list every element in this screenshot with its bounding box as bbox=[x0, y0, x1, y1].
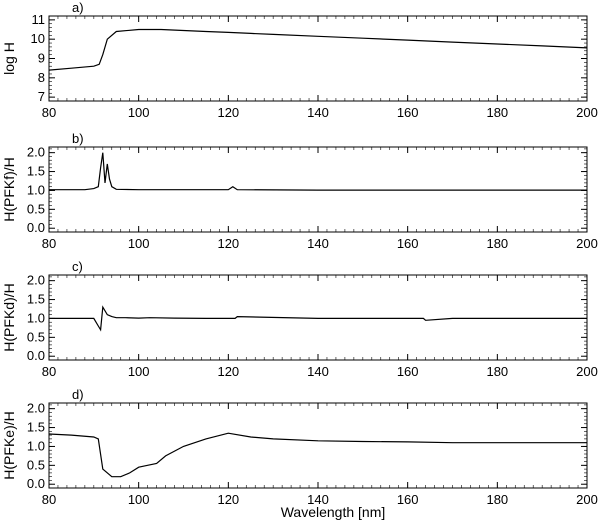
y-tick-label: 0.0 bbox=[27, 476, 45, 491]
y-tick-label: 7 bbox=[38, 89, 45, 104]
y-tick-label: 0.5 bbox=[27, 329, 45, 344]
series-line bbox=[49, 305, 587, 332]
y-axis-label: H(PFKe)/H bbox=[1, 411, 17, 479]
y-axis-label: H(PFKd)/H bbox=[1, 283, 17, 351]
x-tick-label: 140 bbox=[307, 364, 329, 379]
y-tick-label: 1.0 bbox=[27, 438, 45, 453]
x-tick-label: 100 bbox=[128, 236, 150, 251]
x-tick-label: 180 bbox=[486, 492, 508, 507]
y-tick-label: 0.0 bbox=[27, 220, 45, 235]
y-tick-label: 11 bbox=[32, 12, 46, 27]
x-tick-label: 100 bbox=[128, 492, 150, 507]
y-tick-label: 1.5 bbox=[27, 420, 45, 435]
x-tick-label: 120 bbox=[217, 105, 239, 120]
panel-letter: a) bbox=[72, 0, 84, 15]
y-tick-label: 0.5 bbox=[27, 201, 45, 216]
x-tick-label: 180 bbox=[486, 105, 508, 120]
series-line bbox=[49, 152, 587, 191]
series-line bbox=[48, 28, 588, 71]
x-tick-label: 160 bbox=[397, 364, 419, 379]
x-tick-label: 100 bbox=[128, 364, 150, 379]
panel-letter: b) bbox=[72, 131, 84, 146]
panel-3: 80 100 120 140 160 180 200 0.0 0.5 1.0 1.5 2.0 c) H(P… bbox=[1, 259, 598, 379]
x-tick-label: 120 bbox=[217, 364, 239, 379]
y-tick-label: 1.0 bbox=[27, 310, 45, 325]
y-tick-label: 2.0 bbox=[27, 273, 45, 288]
y-tick-label: 10 bbox=[31, 31, 45, 46]
plot-frame bbox=[48, 402, 588, 489]
x-axis-label: Wavelength [nm] bbox=[281, 504, 386, 520]
x-tick-label: 120 bbox=[217, 492, 239, 507]
x-tick-label: 160 bbox=[397, 105, 419, 120]
x-tick-label: 80 bbox=[42, 492, 56, 507]
x-tick-label: 140 bbox=[307, 492, 329, 507]
y-tick-label: 1.5 bbox=[27, 164, 45, 179]
panel-4: 80 100 120 140 160 180 200 0.0 0.5 1.0 1.5 2.0 d) H(P… bbox=[1, 387, 598, 507]
panel-letter: d) bbox=[72, 387, 84, 402]
panel-letter: c) bbox=[72, 259, 83, 274]
x-tick-label: 200 bbox=[576, 236, 598, 251]
y-tick-label: 9 bbox=[38, 51, 45, 66]
x-tick-label: 80 bbox=[42, 236, 56, 251]
panel-1: 80 100 120 140 160 180 200 7 8 9 10 11 a) log H bbox=[1, 0, 598, 120]
x-tick-label: 160 bbox=[397, 236, 419, 251]
y-tick-label: 1.5 bbox=[27, 292, 45, 307]
y-tick-label: 0.0 bbox=[27, 348, 45, 363]
panel-2: 80 100 120 140 160 180 200 0.0 0.5 1.0 1.5 2.0 b) H(P… bbox=[1, 131, 598, 251]
panels-group: 80 100 120 140 160 180 200 7 8 9 10 11 a) log H 80 100 1… bbox=[1, 0, 598, 507]
x-tick-label: 80 bbox=[42, 105, 56, 120]
x-tick-label: 140 bbox=[307, 105, 329, 120]
y-tick-label: 0.5 bbox=[27, 457, 45, 472]
y-tick-label: 8 bbox=[38, 70, 45, 85]
x-tick-label: 80 bbox=[42, 364, 56, 379]
x-tick-label: 200 bbox=[576, 105, 598, 120]
x-tick-label: 140 bbox=[307, 236, 329, 251]
y-axis-label: log H bbox=[1, 42, 17, 75]
y-tick-label: 2.0 bbox=[27, 401, 45, 416]
x-tick-label: 180 bbox=[486, 364, 508, 379]
y-tick-label: 1.0 bbox=[27, 182, 45, 197]
x-tick-label: 120 bbox=[217, 236, 239, 251]
x-tick-label: 160 bbox=[397, 492, 419, 507]
x-tick-label: 200 bbox=[576, 364, 598, 379]
plot-frame bbox=[48, 15, 588, 102]
y-tick-label: 2.0 bbox=[27, 145, 45, 160]
series-line bbox=[48, 432, 587, 478]
x-tick-label: 100 bbox=[128, 105, 150, 120]
x-tick-label: 200 bbox=[576, 492, 598, 507]
x-tick-label: 180 bbox=[486, 236, 508, 251]
y-axis-label: H(PFKf)/H bbox=[1, 157, 17, 222]
